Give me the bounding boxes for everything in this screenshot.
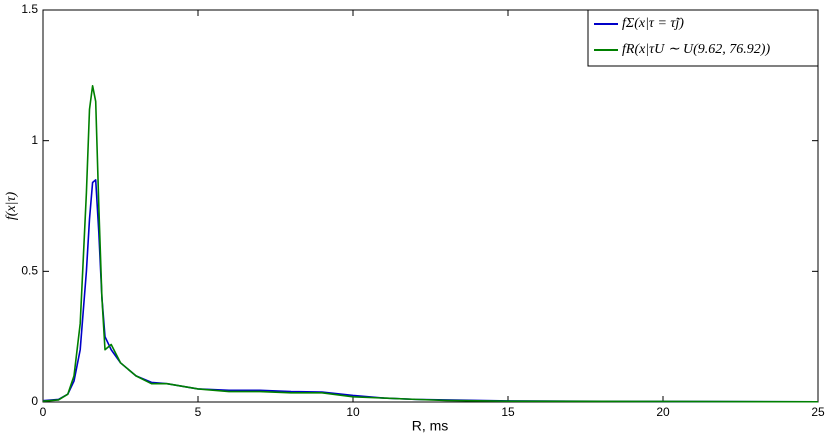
legend-box [587,9,819,67]
y-axis-label: f(x|τ) [4,192,19,221]
y-tick-label: 0.5 [21,264,38,278]
x-tick-label: 10 [346,405,360,419]
line-series [42,84,819,403]
y-tick-label: 1.5 [21,2,38,16]
legend-label: fR(x|τU ∼ U(9.62, 76.92)) [622,42,770,57]
x-tick-label: 20 [656,405,670,419]
x-axis-label: R, ms [412,418,449,434]
x-tick-label: 5 [195,405,202,419]
x-tick-label: 15 [501,405,515,419]
plot-area [42,9,819,403]
x-tick-label: 0 [40,405,47,419]
legend-label: fΣ(x|τ = τ̃j) [622,16,684,31]
y-tick-label: 1 [31,133,38,147]
x-tick-label: 25 [811,405,825,419]
y-tick-label: 0 [31,394,38,408]
